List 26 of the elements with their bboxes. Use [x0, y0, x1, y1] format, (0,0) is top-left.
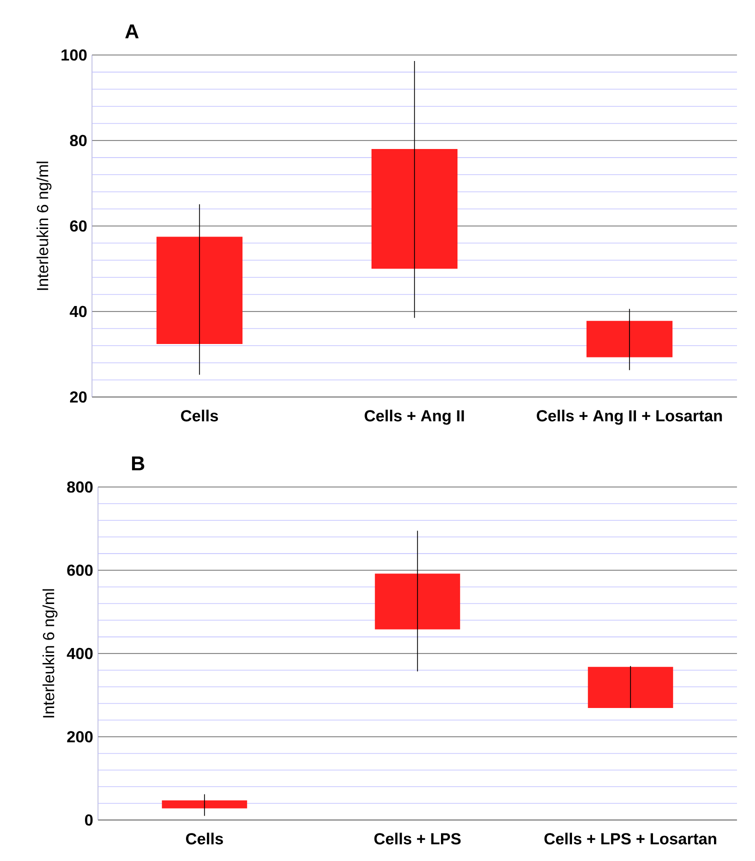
y-tick-label: 400: [66, 648, 93, 660]
x-tick-label: Cells + Ang II: [364, 410, 464, 425]
x-tick-label: Cells + LPS: [374, 832, 461, 844]
y-tick-label: 80: [70, 134, 87, 146]
y-tick-label: 100: [62, 49, 87, 61]
candlestick: [374, 530, 460, 672]
y-tick-label: 20: [70, 391, 87, 403]
x-tick-label: Cells: [186, 832, 223, 844]
chart-title: A: [125, 24, 139, 38]
candlestick: [586, 308, 672, 370]
x-tick-label: Cells + LPS + Losartan: [544, 832, 716, 844]
x-tick-label: Cells + Ang II + Losartan: [536, 410, 722, 425]
y-tick-label: 0: [85, 814, 93, 826]
chart-title: B: [132, 456, 144, 470]
y-tick-label: 600: [67, 564, 93, 576]
y-tick-label: 200: [67, 731, 93, 742]
y-tick-label: 40: [70, 306, 87, 318]
candlestick: [162, 794, 248, 816]
candlestick: [588, 666, 674, 708]
y-axis-title: Interleukin 6 ng/ml: [36, 162, 52, 290]
y-tick-label: 800: [67, 481, 93, 493]
candlestick: [156, 204, 242, 376]
y-axis-title: Interleukin 6 ng/ml: [42, 589, 58, 718]
x-tick-label: Cells: [181, 410, 218, 422]
y-tick-label: 60: [70, 220, 87, 232]
candlestick: [372, 60, 458, 318]
